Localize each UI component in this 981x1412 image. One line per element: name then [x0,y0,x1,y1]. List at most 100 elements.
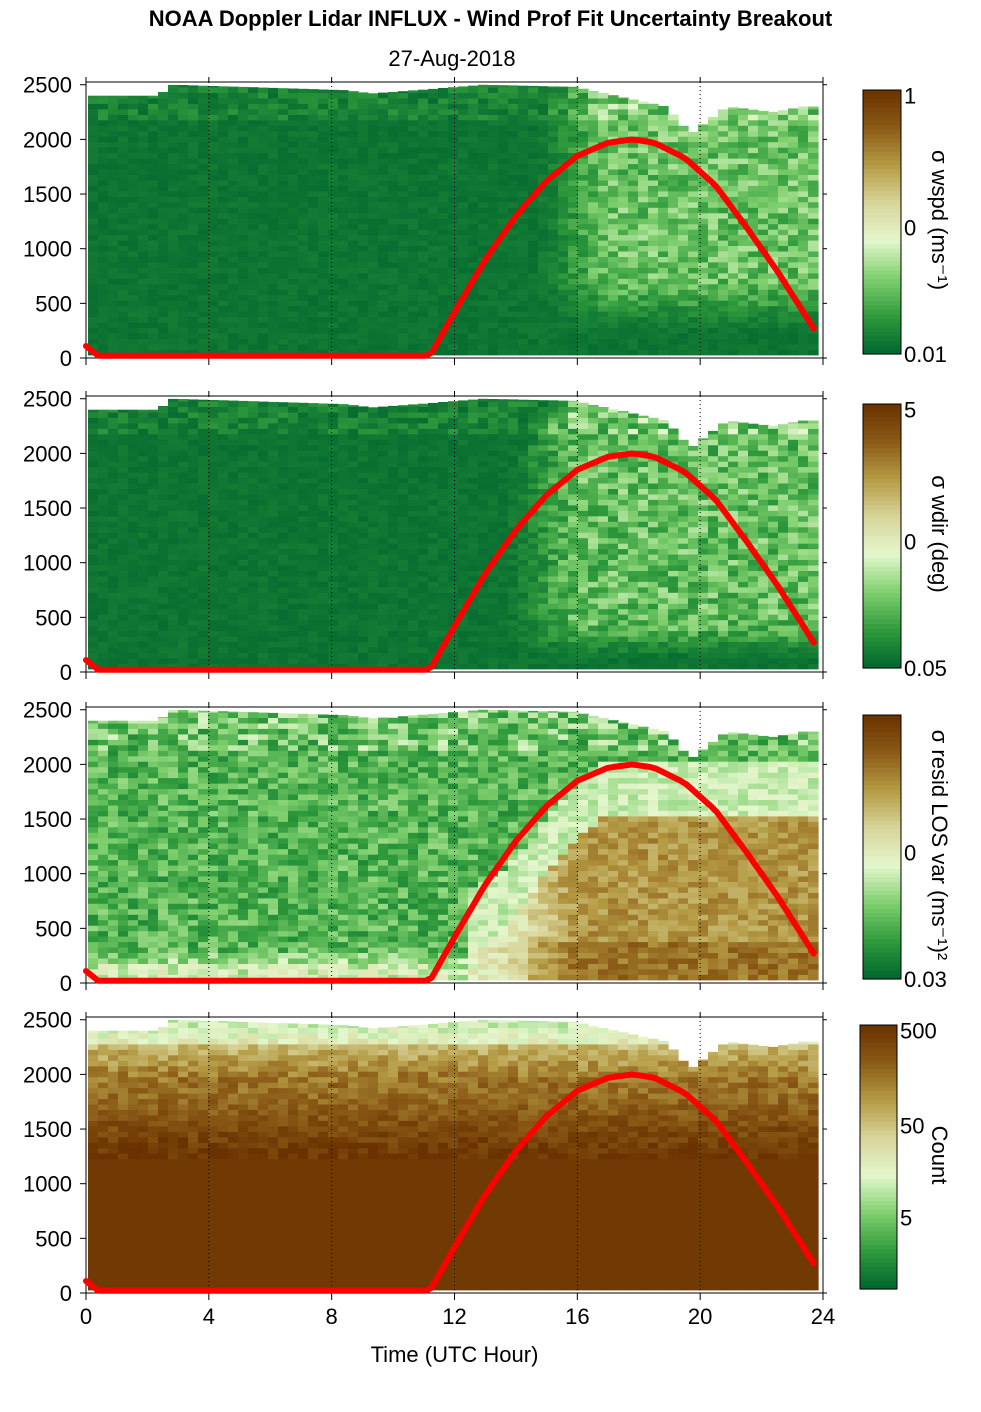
heatmap-cell [488,272,499,279]
heatmap-cell [428,190,439,197]
heatmap-cell [108,597,119,604]
heatmap-cell [268,272,279,279]
heatmap-cell [798,196,809,203]
heatmap-cell [748,196,759,203]
heatmap-cell [108,327,119,334]
heatmap-cell [248,283,259,290]
heatmap-cell [128,201,139,208]
heatmap-cell [528,108,539,115]
heatmap-cell [138,409,149,413]
heatmap-cell [638,229,649,236]
heatmap-cell [288,455,299,462]
heatmap-cell [278,147,289,154]
heatmap-cell [728,343,739,350]
heatmap-cell [618,185,629,192]
heatmap-cell [718,109,729,115]
heatmap-cell [338,163,349,170]
heatmap-cell [138,444,149,451]
heatmap-cell [338,343,349,350]
heatmap-cell [428,218,439,225]
heatmap-cell [458,201,469,208]
heatmap-cell [798,300,809,307]
heatmap-cell [188,163,199,170]
heatmap-cell [228,499,239,506]
heatmap-cell [298,294,309,301]
heatmap-cell [238,417,249,424]
heatmap-cell [348,657,359,664]
heatmap-cell [168,570,179,577]
heatmap-cell [378,261,389,268]
heatmap-cell [688,168,699,175]
heatmap-cell [88,239,99,246]
heatmap-cell [808,163,819,170]
heatmap-cell [188,278,199,285]
heatmap-cell [578,256,589,263]
heatmap-cell [158,641,169,648]
heatmap-cell [408,179,419,186]
heatmap-cell [358,619,369,626]
heatmap-cell [228,521,239,528]
heatmap-cell [268,316,279,323]
heatmap-cell [318,444,329,451]
heatmap-cell [148,256,159,263]
heatmap-cell [128,450,139,457]
heatmap-cell [338,472,349,479]
heatmap-cell [758,300,769,307]
heatmap-cell [138,168,149,175]
heatmap-cell [228,439,239,446]
heatmap-cell [438,168,449,175]
heatmap-cell [108,229,119,236]
heatmap-cell [618,289,629,296]
heatmap-cell [188,343,199,350]
heatmap-cell [98,168,109,175]
heatmap-cell [538,103,549,110]
heatmap-cell [698,250,709,257]
heatmap-cell [278,196,289,203]
heatmap-cell [708,130,719,137]
heatmap-cell [628,305,639,312]
heatmap-cell [438,174,449,181]
heatmap-cell [138,532,149,539]
heatmap-cell [558,338,569,345]
heatmap-cell [418,311,429,318]
heatmap-cell [128,575,139,582]
heatmap-cell [598,283,609,290]
heatmap-cell [298,630,309,637]
heatmap-cell [88,641,99,648]
heatmap-cell [618,190,629,197]
heatmap-cell [348,537,359,544]
heatmap-cell [258,174,269,181]
heatmap-cell [208,444,219,451]
heatmap-cell [658,106,669,110]
heatmap-cell [608,256,619,263]
heatmap-cell [598,158,609,165]
heatmap-cell [218,488,229,495]
heatmap-cell [318,614,329,621]
heatmap-cell [318,403,329,407]
heatmap-cell [318,125,329,132]
heatmap-cell [248,532,259,539]
heatmap-cell [288,586,299,593]
heatmap-cell [618,218,629,225]
heatmap-cell [218,608,229,615]
heatmap-cell [98,444,109,451]
heatmap-cell [188,338,199,345]
heatmap-cell [468,261,479,268]
heatmap-cell [228,564,239,571]
heatmap-cell [128,119,139,126]
heatmap-cell [248,553,259,560]
heatmap-cell [358,466,369,473]
heatmap-cell [378,250,389,257]
heatmap-cell [168,272,179,279]
heatmap-cell [428,130,439,137]
heatmap-cell [598,239,609,246]
heatmap-cell [418,261,429,268]
heatmap-cell [268,141,279,148]
heatmap-cell [458,92,469,99]
heatmap-cell [108,119,119,126]
heatmap-cell [748,223,759,230]
heatmap-cell [268,92,279,99]
heatmap-cell [748,316,759,323]
heatmap-cell [178,537,189,544]
heatmap-cell [148,548,159,555]
